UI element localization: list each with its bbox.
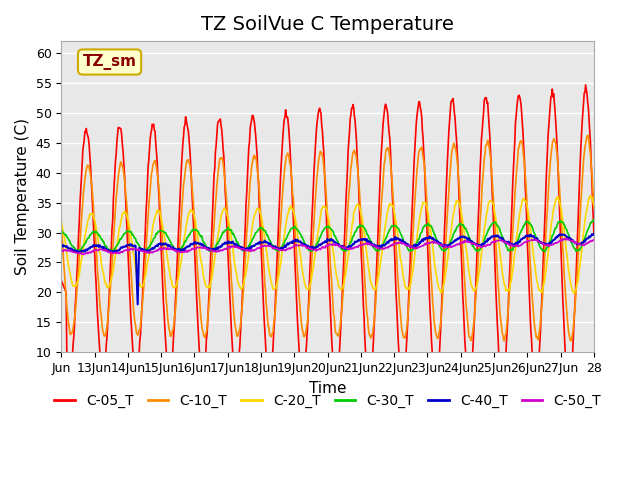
C-50_T xyxy=(120,248,128,253)
C-40_T xyxy=(265,241,273,247)
Line: C-30_T: C-30_T xyxy=(61,219,594,252)
Line: C-05_T: C-05_T xyxy=(61,85,594,389)
C-20_T xyxy=(586,193,594,199)
C-05_T xyxy=(565,386,573,392)
Legend: C-05_T, C-10_T, C-20_T, C-30_T, C-40_T, C-50_T: C-05_T, C-10_T, C-20_T, C-30_T, C-40_T, … xyxy=(49,388,607,414)
C-05_T xyxy=(244,159,252,165)
C-40_T xyxy=(245,246,253,252)
C-30_T xyxy=(541,249,548,254)
C-30_T xyxy=(412,241,420,247)
C-20_T xyxy=(383,217,390,223)
C-50_T xyxy=(413,245,420,251)
C-20_T xyxy=(120,210,127,216)
Line: C-20_T: C-20_T xyxy=(61,196,594,293)
C-10_T xyxy=(590,206,598,212)
C-30_T xyxy=(244,245,252,251)
C-50_T xyxy=(383,245,391,251)
X-axis label: Time: Time xyxy=(309,381,346,396)
C-10_T xyxy=(500,338,508,344)
C-10_T xyxy=(58,223,65,228)
C-05_T xyxy=(590,232,598,238)
C-20_T xyxy=(590,203,598,208)
C-30_T xyxy=(383,234,390,240)
C-30_T xyxy=(58,228,65,234)
C-10_T xyxy=(383,146,390,152)
C-10_T xyxy=(120,171,127,177)
C-10_T xyxy=(218,155,225,161)
Title: TZ SoilVue C Temperature: TZ SoilVue C Temperature xyxy=(201,15,454,34)
C-20_T xyxy=(244,257,252,263)
C-05_T xyxy=(120,160,127,166)
C-05_T xyxy=(264,370,272,376)
Line: C-40_T: C-40_T xyxy=(61,234,594,304)
C-50_T xyxy=(245,247,253,253)
C-30_T xyxy=(264,234,272,240)
C-20_T xyxy=(412,241,420,247)
C-10_T xyxy=(412,179,420,185)
Line: C-50_T: C-50_T xyxy=(61,239,594,254)
Y-axis label: Soil Temperature (C): Soil Temperature (C) xyxy=(15,118,30,275)
C-05_T xyxy=(218,127,225,132)
C-20_T xyxy=(264,262,272,268)
C-50_T xyxy=(563,236,571,241)
C-10_T xyxy=(244,211,252,217)
C-40_T xyxy=(58,243,65,249)
C-05_T xyxy=(412,122,420,128)
C-40_T xyxy=(120,244,127,250)
C-20_T xyxy=(218,212,225,217)
C-50_T xyxy=(218,248,226,253)
C-20_T xyxy=(570,290,578,296)
C-40_T xyxy=(134,301,141,307)
C-30_T xyxy=(120,231,127,237)
C-40_T xyxy=(383,240,391,245)
C-40_T xyxy=(413,242,420,248)
C-30_T xyxy=(590,216,598,222)
C-30_T xyxy=(218,232,225,238)
C-40_T xyxy=(218,241,226,247)
C-05_T xyxy=(58,277,65,283)
C-10_T xyxy=(584,132,591,138)
C-20_T xyxy=(58,218,65,224)
Text: TZ_sm: TZ_sm xyxy=(83,54,136,70)
C-50_T xyxy=(58,249,65,254)
C-05_T xyxy=(383,104,390,109)
C-10_T xyxy=(264,323,272,329)
C-05_T xyxy=(582,82,589,88)
C-50_T xyxy=(78,252,86,257)
C-50_T xyxy=(265,243,273,249)
C-50_T xyxy=(590,237,598,242)
Line: C-10_T: C-10_T xyxy=(61,135,594,341)
C-40_T xyxy=(590,231,598,237)
